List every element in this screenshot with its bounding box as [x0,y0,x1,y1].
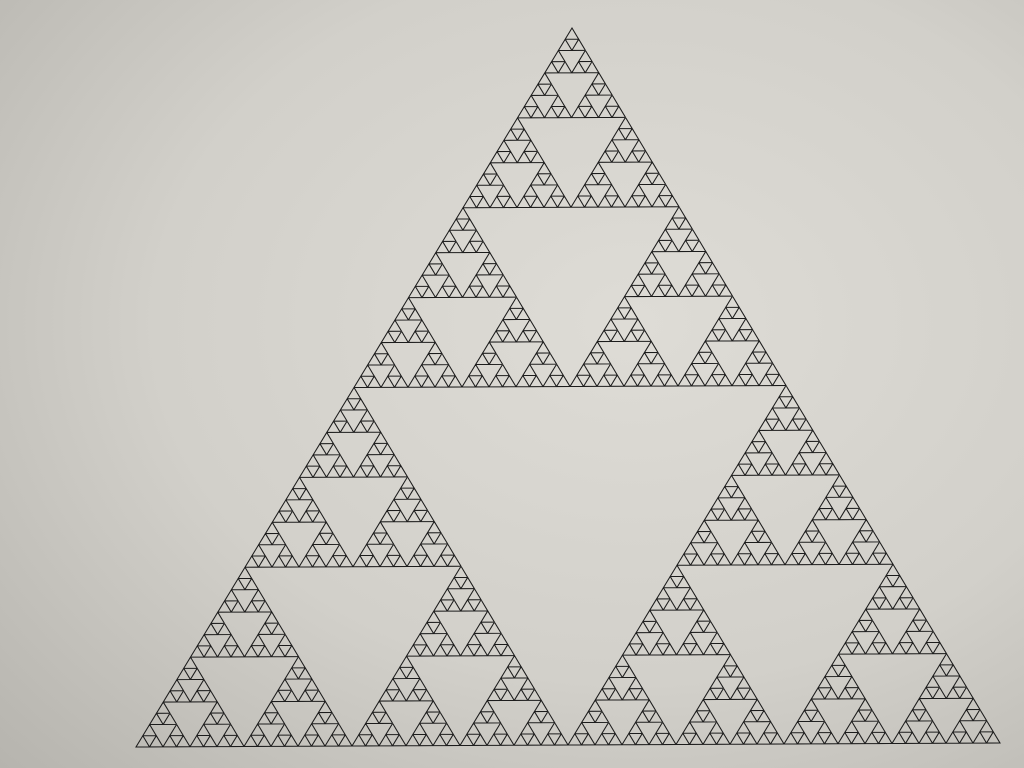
sierpinski-triangle [135,26,1001,748]
fractal-outline [135,26,1001,748]
